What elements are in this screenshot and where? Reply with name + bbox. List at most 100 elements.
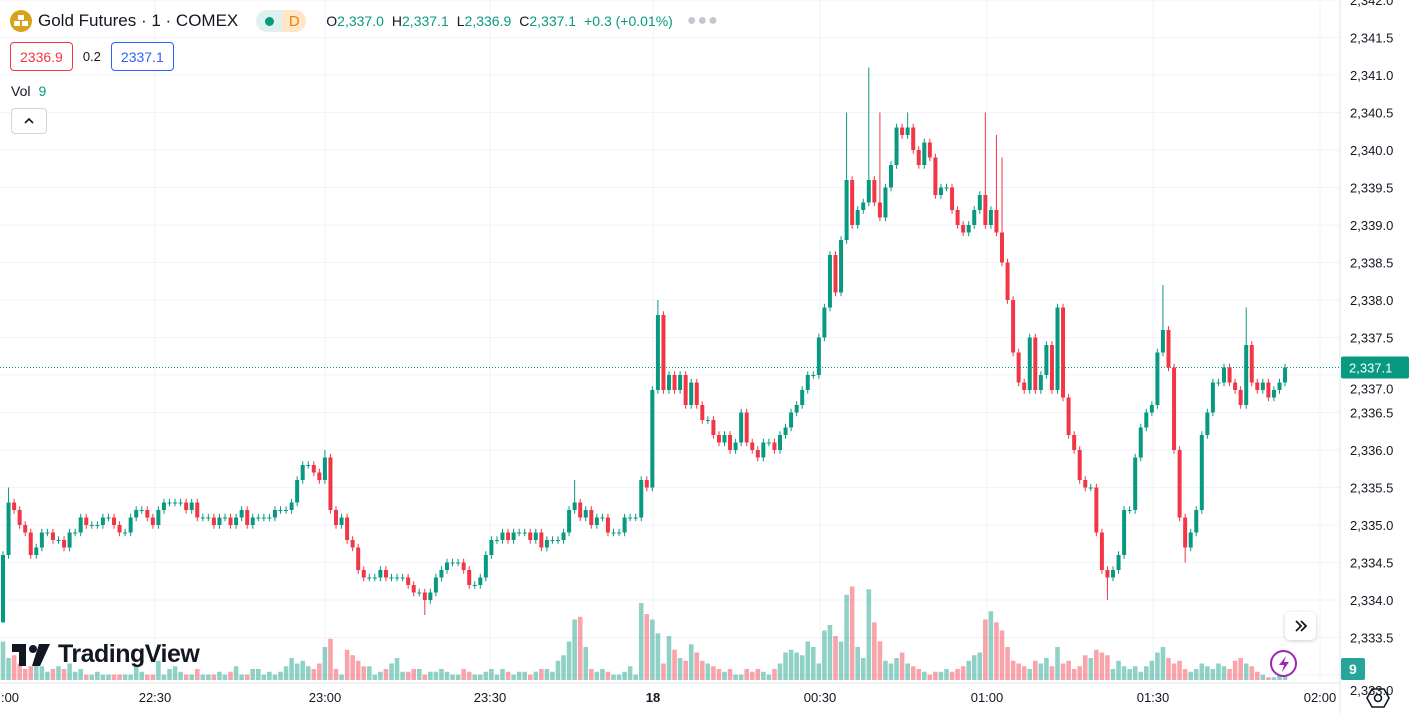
volume-bar [716, 669, 722, 680]
settings-icon[interactable] [1366, 687, 1390, 714]
volume-bar [367, 666, 372, 680]
candle-body [800, 390, 805, 405]
volume-bar [416, 669, 422, 680]
volume-bar [738, 674, 744, 680]
volume-bar [505, 671, 511, 680]
volume-bar [711, 666, 716, 680]
volume-bar [811, 647, 816, 680]
candle-body [1072, 435, 1077, 450]
candle-body [34, 547, 39, 555]
volume-bar [355, 660, 361, 680]
candle-body [117, 525, 122, 533]
volume-bar [899, 652, 905, 680]
candle-body [839, 240, 844, 293]
ellipsis-icon[interactable]: ●●● [686, 12, 719, 29]
volume-bar [1027, 669, 1033, 680]
candle-body [833, 255, 838, 293]
volume-legend: Vol 9 [11, 83, 46, 99]
y-axis-tick-label: 2,336.0 [1350, 443, 1393, 458]
volume-bar [22, 669, 28, 680]
candle-body [827, 255, 832, 308]
volume-bar [566, 641, 572, 680]
volume-bar [233, 666, 239, 680]
market-status-badge[interactable]: D [256, 10, 307, 32]
volume-bar [644, 614, 650, 680]
symbol-title[interactable]: Gold Futures · 1 · COMEX [38, 11, 239, 30]
volume-bar [672, 649, 677, 680]
collapse-legend-button[interactable] [11, 108, 47, 134]
volume-bar [305, 666, 311, 680]
volume-bar [1121, 666, 1127, 680]
volume-bar [583, 647, 589, 680]
volume-bar [183, 674, 189, 680]
candle-body [95, 525, 100, 526]
volume-bar [727, 669, 733, 680]
candle-body [67, 532, 72, 548]
sell-button[interactable]: 2336.9 [10, 42, 73, 71]
candle-body [167, 502, 172, 504]
candle-body [306, 465, 311, 466]
volume-bar [1127, 669, 1132, 680]
volume-bar [1060, 663, 1066, 680]
volume-bar [261, 674, 267, 680]
volume-bar [694, 652, 700, 680]
candle-body [467, 570, 472, 585]
candle-body [1255, 382, 1260, 390]
volume-bar [317, 663, 322, 680]
candle-body [445, 562, 449, 570]
candle-body [911, 127, 916, 150]
volume-bar [960, 666, 966, 680]
volume-bar [339, 674, 344, 680]
close-value: 2,337.1 [529, 13, 577, 29]
candle-body [245, 510, 250, 525]
volume-bar [1188, 671, 1193, 680]
volume-bar [633, 674, 638, 680]
volume-bar [1260, 674, 1266, 680]
lightning-icon[interactable] [1270, 650, 1297, 677]
tradingview-logo[interactable]: TradingView [12, 640, 200, 669]
volume-bar [422, 674, 428, 680]
volume-bar [866, 589, 872, 680]
volume-bar [589, 669, 594, 680]
volume-bar [1149, 660, 1155, 680]
volume-bar [1044, 658, 1049, 680]
volume-bar [267, 671, 272, 680]
candle-body [78, 517, 83, 533]
candle-body [17, 510, 22, 525]
candle-body [483, 555, 488, 578]
volume-bar [916, 669, 922, 680]
volume-bar [300, 660, 305, 680]
candle-body [334, 510, 338, 525]
candle-body [938, 187, 943, 195]
candle-body [977, 195, 982, 210]
candle-body [1061, 307, 1066, 398]
tradingview-logo-icon [12, 643, 50, 666]
candle-body [1244, 345, 1249, 405]
candle-body [855, 210, 860, 225]
volume-bar [167, 669, 172, 680]
volume-bar [472, 674, 478, 680]
y-axis-tick-label: 2,335.0 [1350, 518, 1393, 533]
volume-bar [877, 641, 883, 680]
volume-bar [572, 619, 577, 680]
candle-body [267, 517, 272, 519]
candle-body [689, 382, 694, 405]
volume-bar [45, 671, 50, 680]
volume-bar [455, 674, 461, 680]
buy-button[interactable]: 2337.1 [110, 42, 174, 71]
volume-bar [550, 671, 555, 680]
volume-bar [67, 663, 72, 680]
candle-body [994, 210, 999, 233]
candle-body [433, 577, 438, 593]
volume-bar [1182, 669, 1188, 680]
last-price-label: 2,337.1 [1349, 361, 1392, 376]
volume-bar [600, 669, 605, 680]
candle-body [988, 210, 993, 225]
scroll-to-realtime-button[interactable] [1285, 612, 1316, 640]
candle-body [589, 510, 594, 525]
volume-bar [988, 611, 994, 680]
candle-body [711, 420, 716, 435]
volume-bar [544, 669, 550, 680]
volume-bar [150, 674, 156, 680]
